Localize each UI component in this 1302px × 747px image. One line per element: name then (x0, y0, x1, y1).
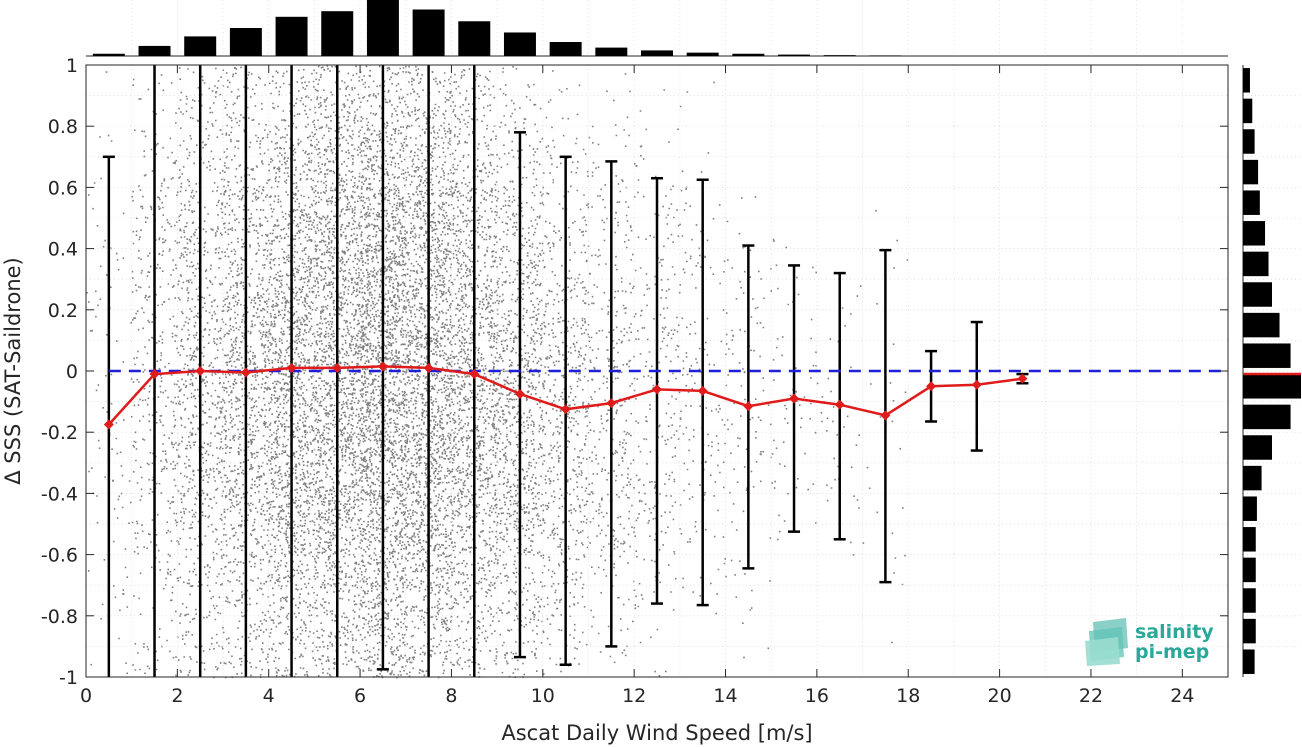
right-hist-bar (1243, 649, 1255, 674)
top-hist-bar (138, 45, 171, 56)
mean-marker (743, 401, 754, 412)
right-hist-bar (1243, 68, 1250, 93)
top-hist-bar (412, 9, 445, 56)
y-tick-label: -1 (59, 667, 78, 689)
top-hist-bar (549, 42, 582, 56)
x-tick-label: 22 (1079, 685, 1103, 707)
y-tick-label: -0.6 (41, 545, 78, 567)
right-hist-bar (1243, 98, 1253, 124)
top-hist-bar (321, 11, 354, 56)
mean-marker (789, 393, 800, 404)
mean-marker (469, 369, 480, 380)
top-hist-bar (503, 32, 536, 56)
y-tick-label: -0.8 (41, 606, 78, 628)
x-tick-label: 6 (354, 685, 366, 707)
salinity-pi-mep-logo: salinity pi-mep (1085, 618, 1214, 666)
y-tick-label: 0.8 (48, 116, 78, 138)
top-hist-bar (641, 50, 673, 56)
mean-marker (834, 399, 845, 410)
x-tick-label: 14 (713, 685, 737, 707)
x-tick-label: 8 (445, 685, 457, 707)
right-hist-bar (1243, 343, 1291, 368)
x-tick-label: 12 (622, 685, 646, 707)
mean-marker (697, 385, 708, 396)
right-hist-bar (1243, 374, 1301, 399)
logo-line-2: pi-mep (1135, 641, 1209, 663)
top-hist-bar (184, 36, 217, 56)
mean-marker (423, 362, 434, 373)
x-tick-label: 24 (1170, 685, 1194, 707)
right-histogram (1242, 65, 1302, 677)
top-histogram (86, 0, 1228, 57)
mean-marker (652, 384, 662, 395)
logo-line-1: salinity (1135, 621, 1214, 643)
top-hist-bar (229, 28, 262, 56)
axis-ticks (85, 64, 1228, 678)
mean-marker (880, 410, 891, 421)
x-tick-label: 2 (171, 685, 183, 707)
right-hist-bar (1243, 251, 1269, 277)
x-tick-label: 0 (80, 685, 92, 707)
top-hist-bar (823, 55, 856, 56)
right-hist-bar (1243, 496, 1257, 521)
right-hist-bar (1243, 465, 1262, 491)
right-hist-bar (1243, 618, 1256, 644)
y-tick-label: 0.2 (48, 300, 78, 322)
x-tick-label: 10 (531, 685, 555, 707)
mean-marker (377, 361, 388, 372)
right-hist-bar (1243, 282, 1272, 307)
mean-marker (195, 366, 206, 376)
mean-marker (332, 362, 343, 373)
x-tick-label: 20 (988, 685, 1012, 707)
mean-marker (103, 419, 114, 430)
right-hist-bar (1243, 129, 1255, 154)
top-hist-bar (778, 54, 811, 56)
top-hist-bar (275, 16, 308, 56)
x-tick-label: 4 (263, 685, 275, 707)
top-hist-bar (869, 55, 902, 56)
mean-marker (286, 362, 297, 373)
y-tick-label: 1 (66, 55, 78, 77)
right-hist-bar (1243, 404, 1291, 430)
mean-marker (1017, 373, 1028, 384)
y-tick-label: -0.2 (41, 422, 78, 444)
right-hist-bar (1243, 190, 1260, 215)
right-hist-bar (1243, 435, 1272, 460)
logo-emblem-icon (1085, 618, 1128, 666)
mean-marker (606, 398, 617, 409)
top-hist-bar (595, 47, 628, 56)
mean-marker (149, 369, 160, 380)
top-hist-bar (732, 53, 765, 56)
x-tick-label: 18 (896, 685, 920, 707)
x-tick-labels: 0 2 4 6 8 10 12 14 16 18 20 22 24 (80, 685, 1194, 707)
x-tick-label: 16 (805, 685, 829, 707)
y-axis-label: Δ SSS (SAT-Saildrone) (1, 257, 25, 484)
top-hist-bar (92, 53, 125, 56)
right-hist-bar (1243, 312, 1280, 338)
mean-marker (926, 381, 937, 392)
mean-marker (514, 388, 525, 399)
x-axis-label: Ascat Daily Wind Speed [m/s] (501, 721, 812, 745)
right-hist-bar (1243, 221, 1266, 246)
top-hist-bar (458, 21, 491, 57)
top-hist-bar (366, 0, 399, 56)
mean-marker (560, 404, 571, 415)
mean-marker (971, 379, 982, 390)
right-hist-bar (1243, 588, 1256, 613)
right-hist-bar (1243, 159, 1259, 185)
y-tick-label: 0.6 (48, 177, 78, 199)
mean-marker (240, 367, 251, 378)
y-tick-label: 0 (66, 361, 78, 383)
binned-mean-markers (103, 361, 1028, 430)
right-hist-bar (1243, 527, 1256, 552)
y-tick-label: -0.4 (41, 483, 78, 505)
y-tick-label: 0.4 (48, 239, 78, 261)
right-hist-bar (1243, 557, 1256, 583)
y-tick-labels: -1 -0.8 -0.6 -0.4 -0.2 0 0.2 0.4 0.6 0.8 1 (41, 55, 78, 689)
top-hist-bar (686, 52, 719, 56)
